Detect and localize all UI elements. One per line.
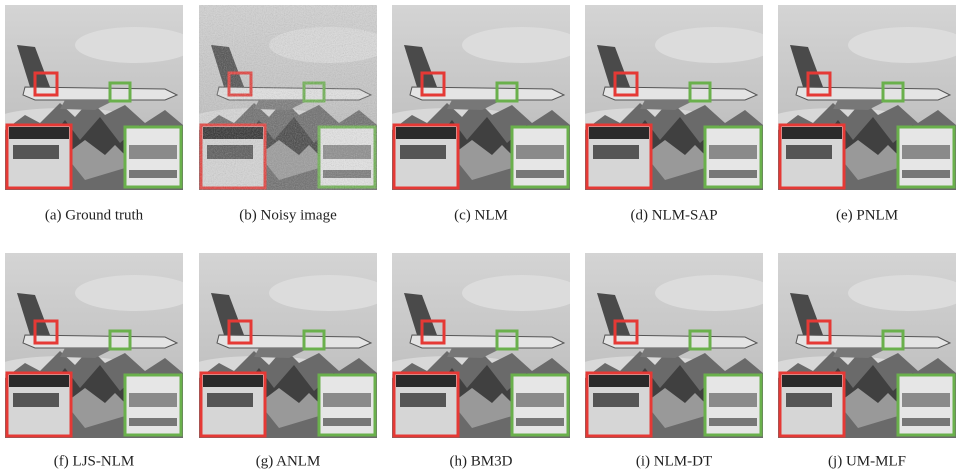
panel-caption: (g) ANLM xyxy=(256,453,321,469)
panel-image xyxy=(768,5,956,190)
panel-image xyxy=(0,253,195,438)
panel-image xyxy=(382,253,582,438)
panel-image xyxy=(0,5,195,190)
panel-image xyxy=(382,5,582,190)
noise-overlay xyxy=(199,5,377,190)
panel-image xyxy=(768,253,956,438)
panel-caption: (b) Noisy image xyxy=(239,207,337,223)
panel-caption: (h) BM3D xyxy=(450,453,513,469)
panel-caption: (f) LJS-NLM xyxy=(54,453,134,469)
panel-caption: (i) NLM-DT xyxy=(636,453,712,469)
panel-caption: (d) NLM-SAP xyxy=(630,207,717,223)
panel-caption: (c) NLM xyxy=(454,207,508,223)
panel-caption: (a) Ground truth xyxy=(45,207,144,223)
panel-caption: (j) UM-MLF xyxy=(828,453,906,469)
panel-caption: (e) PNLM xyxy=(836,207,898,223)
panel-image xyxy=(575,5,775,190)
panel-image xyxy=(189,253,389,438)
figure: (a) Ground truth (b) Noisy image (c) NLM (d… xyxy=(0,0,956,475)
panel-image xyxy=(575,253,775,438)
